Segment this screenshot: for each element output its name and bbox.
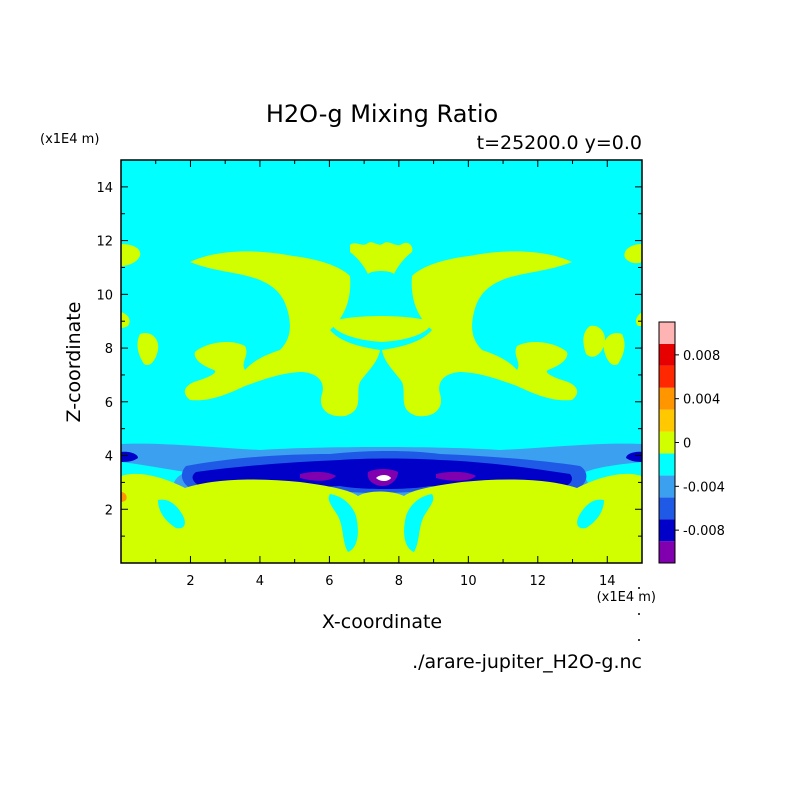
x-tick-label: 6: [325, 574, 333, 589]
colorbar-swatch: [659, 387, 675, 410]
y-axis: 2 4 6 8 10 12 14: [96, 181, 642, 537]
contour-edge-left-top: [121, 244, 141, 266]
colorbar-swatch: [659, 343, 675, 366]
y-tick-label: 4: [105, 450, 113, 465]
contour-lower-stem-right: [404, 494, 434, 552]
marker-dot: [638, 587, 640, 589]
colorbar-swatch: [659, 365, 675, 388]
contour-right-dark-edge: [626, 451, 642, 462]
contour-lower-stem-left: [328, 494, 358, 552]
y-tick-label: 14: [96, 181, 113, 196]
y-tick-label: 6: [105, 396, 113, 411]
contour-positive-crown: [350, 242, 413, 274]
y-tick-label: 12: [96, 235, 113, 250]
colorbar-label: 0.008: [683, 349, 720, 364]
contour-left-orange-spot: [121, 492, 127, 502]
marker-dot: [638, 613, 640, 615]
y-tick-label: 8: [105, 342, 113, 357]
plot-frame: [120, 159, 643, 564]
contour-left-dark-edge: [121, 451, 138, 462]
contour-right-inner-blob: [583, 325, 606, 357]
x-tick-label: 12: [530, 574, 547, 589]
contour-band-core-right: [436, 471, 476, 481]
contour-left-blob: [137, 332, 159, 366]
y-tick-label: 10: [96, 288, 113, 303]
colorbar-swatch: [659, 453, 675, 476]
x-tick-label: 14: [599, 574, 616, 589]
colorbar-swatch: [659, 519, 675, 542]
colorbar-swatch: [659, 475, 675, 498]
contour-positive-upper-right: [382, 251, 578, 417]
y-tick-label: 2: [105, 503, 113, 518]
contour-positive-neck: [330, 316, 432, 342]
colorbar-swatch: [659, 497, 675, 520]
colorbar-swatch: [659, 409, 675, 432]
x-tick-label: 8: [395, 574, 403, 589]
colorbar: 0.008 0.004 0 -0.004 -0.008: [658, 321, 725, 564]
y-unit-label: (x1E4 m): [40, 132, 99, 147]
chart-subtitle: t=25200.0 y=0.0: [477, 132, 642, 154]
x-tick-label: 2: [186, 574, 194, 589]
y-axis-label: Z-coordinate: [63, 302, 85, 423]
x-axis: 2 4 6 8 10 12 14: [155, 160, 616, 589]
x-unit-label: (x1E4 m): [597, 590, 656, 605]
plot-area: [121, 160, 642, 563]
colorbar-label: -0.004: [683, 480, 725, 495]
contour-lower-gap-left: [158, 499, 185, 529]
colorbar-label: -0.008: [683, 524, 725, 539]
colorbar-label: 0.004: [683, 393, 720, 408]
x-axis-label: X-coordinate: [322, 611, 442, 633]
chart-title: H2O-g Mixing Ratio: [266, 100, 498, 128]
contour-lower-gap-right: [577, 499, 604, 529]
contour-band-center-white: [376, 475, 391, 481]
contour-edge-right-top: [624, 244, 642, 264]
colorbar-label: 0: [683, 437, 691, 452]
marker-dot: [638, 639, 640, 641]
contour-edge-left-mid: [121, 312, 130, 328]
contour-edge-right-mid: [635, 312, 642, 326]
x-tick-label: 10: [460, 574, 477, 589]
contour-right-blob: [603, 332, 625, 366]
colorbar-swatch: [659, 322, 675, 344]
source-file-label: ./arare-jupiter_H2O-g.nc: [412, 651, 642, 673]
contour-band-core-left: [300, 471, 336, 481]
colorbar-swatch: [659, 541, 675, 563]
x-tick-label: 4: [256, 574, 264, 589]
contour-positive-upper-left: [184, 251, 380, 417]
contour-positive-lower: [121, 473, 642, 563]
colorbar-swatch: [659, 431, 675, 454]
